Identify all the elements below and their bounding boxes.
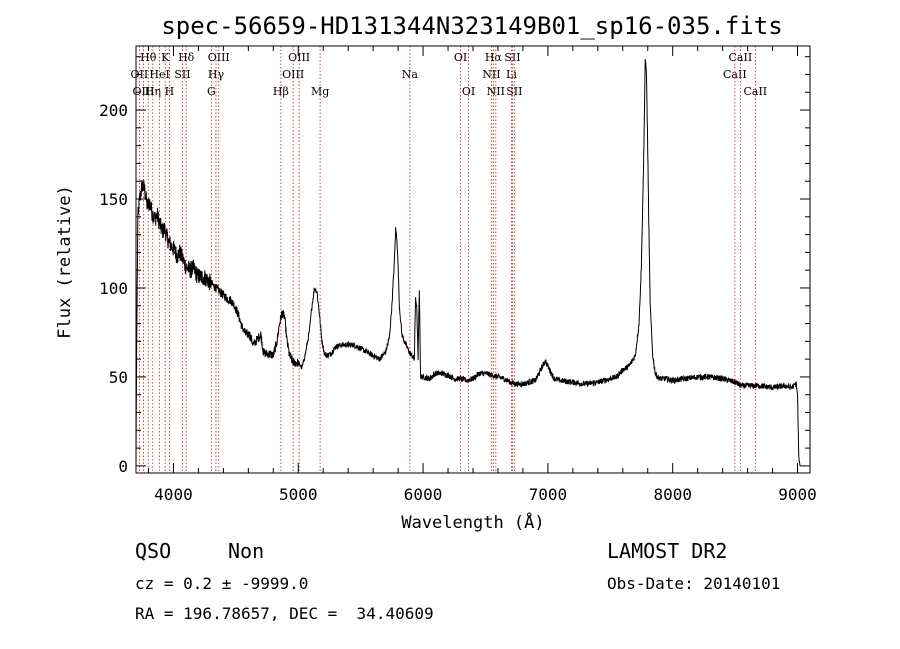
axis-ticks: 4000 5000 6000 7000 8000 9000 0 50 100 150 200 — [99, 46, 817, 504]
emission-line-label: Hθ — [140, 51, 157, 64]
emission-line-label: Hδ — [178, 51, 195, 64]
emission-line-label: K — [161, 51, 170, 64]
emission-line-label: OIII — [282, 68, 304, 81]
emission-line-label: HeI — [149, 68, 169, 81]
plot-frame — [135, 45, 811, 474]
chart-title: spec-56659-HD131344N323149B01_sp16-035.f… — [161, 12, 782, 40]
emission-line-label: Hγ — [208, 68, 225, 81]
survey-name: LAMOST DR2 — [607, 539, 728, 563]
emission-line-label: SII — [506, 85, 522, 98]
emission-line-label: Mg — [311, 85, 329, 98]
emission-line-label: SII — [174, 68, 190, 81]
emission-line-label: SII — [504, 51, 520, 64]
y-tick-label: 100 — [99, 279, 128, 298]
emission-line-markers: HθOIIOIIIHηHeIKHSIIHδGHγOIIIHβOIIIOIIIMg… — [131, 46, 767, 473]
y-tick-label: 200 — [99, 101, 128, 120]
emission-line-label: OIII — [208, 51, 230, 64]
redshift-cz: cz = 0.2 ± -9999.0 — [135, 574, 309, 593]
emission-line-label: NII — [487, 85, 505, 98]
emission-line-label: OI — [454, 51, 467, 64]
emission-line-label: OI — [462, 85, 475, 98]
emission-line-label: NII — [482, 68, 500, 81]
emission-line-label: OIII — [288, 51, 310, 64]
emission-line-label: Li — [506, 68, 517, 81]
coordinates: RA = 196.78657, DEC = 34.40609 — [135, 604, 434, 623]
emission-line-label: Hα — [485, 51, 503, 64]
emission-line-label: CaII — [723, 68, 747, 81]
y-tick-label: 50 — [109, 368, 128, 387]
x-tick-label: 8000 — [653, 485, 692, 504]
emission-line-label: Hη — [145, 85, 161, 98]
emission-line-label: G — [207, 85, 216, 98]
object-subclass: Non — [228, 539, 265, 563]
x-tick-label: 6000 — [404, 485, 443, 504]
emission-line-label: OIII — [132, 85, 154, 98]
observation-date: Obs-Date: 20140101 — [607, 574, 781, 593]
emission-line-label: Na — [402, 68, 419, 81]
x-axis-label: Wavelength (Å) — [401, 511, 544, 533]
x-tick-label: 4000 — [154, 485, 193, 504]
x-tick-label: 5000 — [279, 485, 318, 504]
x-tick-label: 9000 — [778, 485, 817, 504]
y-tick-label: 0 — [118, 457, 128, 476]
emission-line-label: H — [165, 85, 175, 98]
emission-line-label: CaII — [743, 85, 767, 98]
emission-line-label: Hβ — [273, 85, 289, 98]
spectrum-layer — [135, 58, 801, 466]
y-axis-label: Flux (relative) — [55, 185, 75, 339]
emission-line-label: CaII — [729, 51, 753, 64]
x-tick-label: 7000 — [529, 485, 568, 504]
y-tick-label: 150 — [99, 190, 128, 209]
spectrum-line — [135, 58, 801, 466]
object-class: QSO — [135, 539, 172, 563]
